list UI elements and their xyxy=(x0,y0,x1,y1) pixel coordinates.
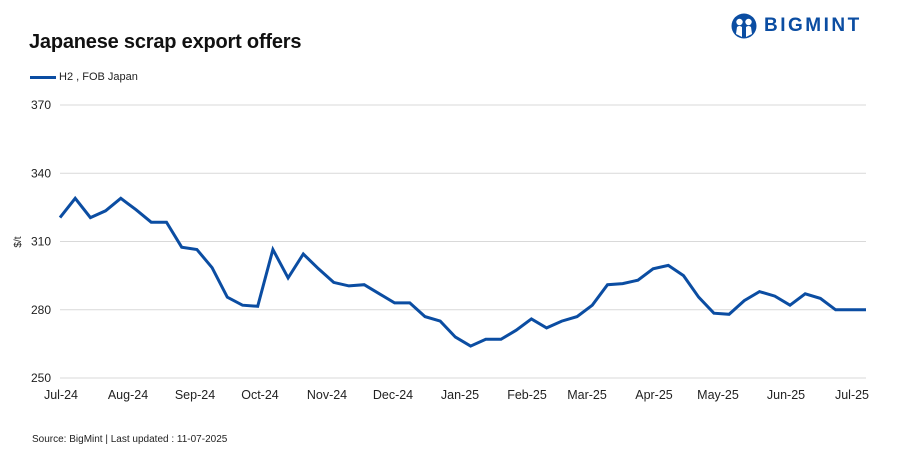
x-tick-label: Feb-25 xyxy=(507,388,547,402)
x-tick-label: Jan-25 xyxy=(441,388,479,402)
y-tick-label: 250 xyxy=(31,371,51,385)
legend-swatch xyxy=(30,75,56,79)
y-tick-label: 310 xyxy=(31,235,51,249)
bigmint-logo: BIGMINT xyxy=(731,13,862,39)
x-tick-label: Mar-25 xyxy=(567,388,607,402)
series-line xyxy=(58,195,866,348)
x-tick-label: Apr-25 xyxy=(635,388,673,402)
x-tick-label: Oct-24 xyxy=(241,388,279,402)
x-tick-label: Jul-25 xyxy=(835,388,869,402)
y-tick-label: 280 xyxy=(31,303,51,317)
legend-label: H2 , FOB Japan xyxy=(59,71,138,83)
x-tick-label: Jun-25 xyxy=(767,388,805,402)
y-tick-label: 340 xyxy=(31,166,51,180)
x-tick-label: Aug-24 xyxy=(108,388,148,402)
legend: H2 , FOB Japan xyxy=(30,71,138,83)
bigmint-people-icon xyxy=(731,13,757,39)
chart-title: Japanese scrap export offers xyxy=(29,31,302,53)
x-tick-label: Jul-24 xyxy=(44,388,78,402)
y-axis-label: $/t xyxy=(13,236,24,247)
x-tick-label: Sep-24 xyxy=(175,388,215,402)
x-tick-label: May-25 xyxy=(697,388,739,402)
source-note: Source: BigMint | Last updated : 11-07-2… xyxy=(32,434,228,445)
y-tick-label: 370 xyxy=(31,98,51,112)
x-tick-label: Dec-24 xyxy=(373,388,413,402)
logo-text: BIGMINT xyxy=(764,15,862,36)
x-tick-label: Nov-24 xyxy=(307,388,347,402)
